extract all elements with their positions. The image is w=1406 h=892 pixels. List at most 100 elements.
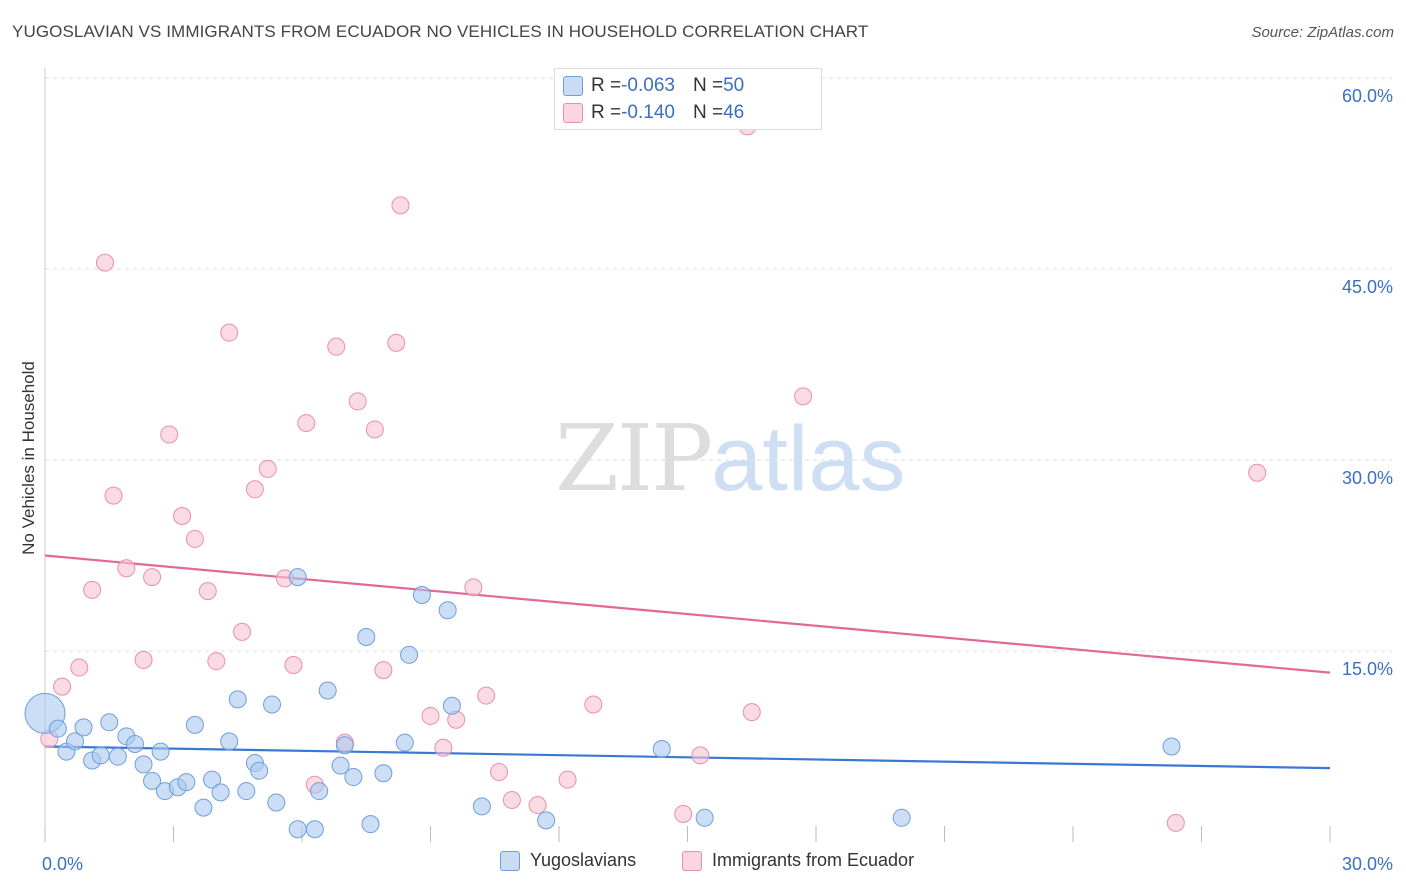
data-point-ecuador (327, 337, 346, 356)
stats-n-value: 50 (723, 75, 745, 96)
data-point-ecuador (421, 706, 440, 725)
data-point-yugoslavians (194, 798, 213, 817)
data-point-ecuador (691, 746, 710, 765)
stats-n-label: N = (692, 102, 724, 123)
data-point-yugoslavians (310, 782, 329, 801)
source-label: Source: ZipAtlas.com (1251, 24, 1394, 41)
trend-line-yugoslavians (44, 745, 1331, 770)
data-point-yugoslavians (374, 764, 393, 783)
trend-line-ecuador (44, 554, 1331, 674)
legend-item-yugoslavians[interactable]: Yugoslavians (500, 850, 636, 871)
data-point-ecuador (477, 686, 496, 705)
stats-r-label: R = (591, 75, 622, 96)
data-point-yugoslavians (237, 782, 256, 801)
data-point-yugoslavians (65, 732, 84, 751)
stats-r-label: R = (591, 102, 622, 123)
stats-r-value: -0.063 (621, 75, 675, 96)
data-point-ecuador (1248, 463, 1267, 482)
data-point-yugoslavians (185, 715, 204, 734)
data-point-ecuador (207, 652, 226, 671)
data-point-ecuador (258, 459, 277, 478)
data-point-yugoslavians (361, 815, 380, 834)
data-point-ecuador (104, 486, 123, 505)
data-point-ecuador (434, 738, 453, 757)
data-point-yugoslavians (220, 732, 239, 751)
correlation-stats-box: R = -0.063 N = 50 R = -0.140 N = 46 (554, 68, 822, 130)
data-point-ecuador (490, 762, 509, 781)
data-point-yugoslavians (48, 719, 67, 738)
data-point-ecuador (674, 804, 693, 823)
y-tick-label: 30.0% (1342, 468, 1393, 488)
stats-swatch-blue (563, 76, 583, 96)
tick-labels: 15.0% 30.0% 45.0% 60.0% 0.0% 30.0% No Vehicles… (19, 86, 1393, 874)
y-axis-title: No Vehicles in Household (19, 361, 38, 555)
data-point-ecuador (134, 650, 153, 669)
data-point-yugoslavians (695, 808, 714, 827)
data-point-yugoslavians (263, 695, 282, 714)
data-point-ecuador (794, 387, 813, 406)
data-point-ecuador (245, 480, 264, 499)
data-point-yugoslavians (357, 627, 376, 646)
data-point-ecuador (70, 658, 89, 677)
data-point-ecuador (284, 656, 303, 675)
stats-n-label: N = (692, 75, 724, 96)
data-point-yugoslavians (412, 585, 431, 604)
data-point-ecuador (464, 578, 483, 597)
stats-row-yugoslavians: R = -0.063 N = 50 (563, 73, 745, 99)
stats-row-ecuador: R = -0.140 N = 46 (563, 100, 745, 126)
y-tick-label: 15.0% (1342, 659, 1393, 679)
stats-n-value: 46 (723, 102, 745, 123)
y-tick-label: 60.0% (1342, 86, 1393, 106)
data-point-yugoslavians (91, 746, 110, 765)
legend-swatch-pink (682, 850, 702, 871)
data-point-yugoslavians (395, 733, 414, 752)
data-point-yugoslavians (652, 740, 671, 759)
watermark: ZIPatlas (555, 405, 906, 512)
data-point-ecuador (83, 580, 102, 599)
data-point-ecuador (387, 333, 406, 352)
data-point-ecuador (391, 196, 410, 215)
data-point-ecuador (185, 529, 204, 548)
data-point-yugoslavians (211, 783, 230, 802)
data-point-ecuador (95, 253, 114, 272)
data-point-ecuador (528, 796, 547, 815)
data-point-yugoslavians (537, 811, 556, 830)
data-point-yugoslavians (400, 645, 419, 664)
data-point-ecuador (198, 582, 217, 601)
y-tick-label: 45.0% (1342, 277, 1393, 297)
data-point-yugoslavians (74, 718, 93, 737)
data-point-ecuador (1166, 813, 1185, 832)
data-point-yugoslavians (134, 755, 153, 774)
data-point-yugoslavians (305, 820, 324, 839)
legend-label: Immigrants from Ecuador (712, 850, 915, 870)
chart-title: YUGOSLAVIAN VS IMMIGRANTS FROM ECUADOR N… (12, 22, 869, 41)
watermark-zip: ZIP (555, 405, 713, 512)
data-point-ecuador (173, 507, 192, 526)
data-point-yugoslavians (228, 690, 247, 709)
x-tick-label: 0.0% (42, 854, 83, 874)
data-point-ecuador (502, 790, 521, 809)
data-point-yugoslavians (318, 681, 337, 700)
data-point-ecuador (297, 414, 316, 433)
x-tick-label: 30.0% (1342, 854, 1393, 874)
data-point-ecuador (220, 323, 239, 342)
data-point-yugoslavians (203, 770, 222, 789)
data-point-yugoslavians (288, 568, 307, 587)
legend-swatch-blue (500, 850, 520, 871)
data-point-yugoslavians (344, 768, 363, 787)
data-point-yugoslavians (267, 793, 286, 812)
stats-swatch-pink (563, 103, 583, 123)
series-yugoslavians-points (24, 568, 1181, 839)
data-point-ecuador (233, 622, 252, 641)
chart-legend: Yugoslavians Immigrants from Ecuador (0, 850, 1406, 880)
data-point-yugoslavians (438, 601, 457, 620)
data-point-yugoslavians (442, 696, 461, 715)
data-point-ecuador (53, 677, 72, 696)
data-point-yugoslavians (100, 713, 119, 732)
data-point-yugoslavians (125, 734, 144, 753)
legend-item-ecuador[interactable]: Immigrants from Ecuador (682, 850, 914, 871)
data-point-ecuador (348, 392, 367, 411)
data-point-yugoslavians (108, 747, 127, 766)
data-point-yugoslavians (250, 761, 269, 780)
